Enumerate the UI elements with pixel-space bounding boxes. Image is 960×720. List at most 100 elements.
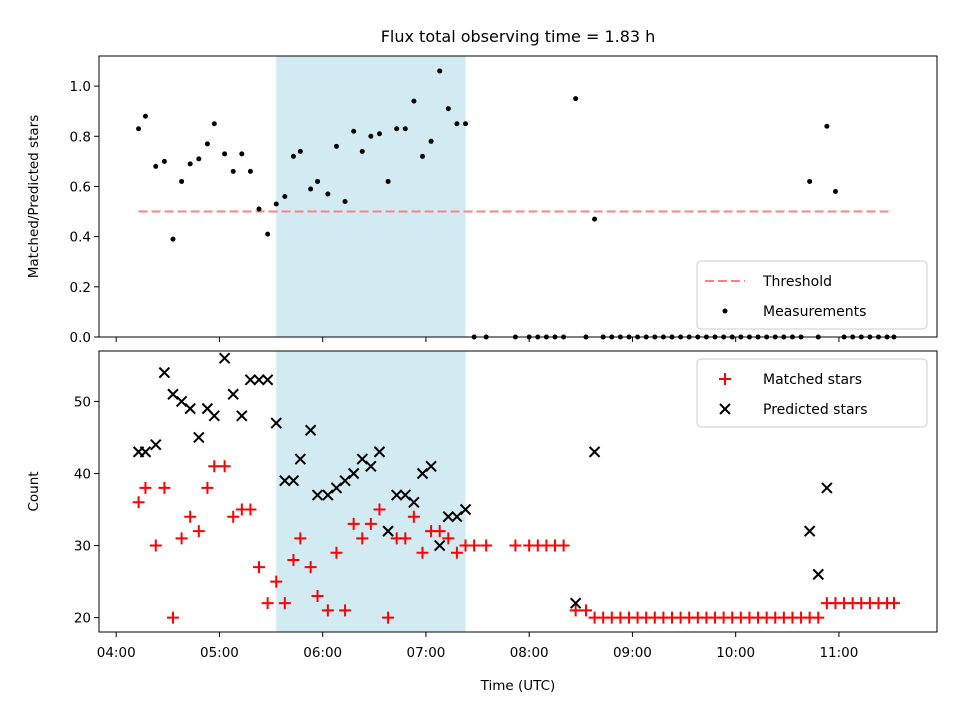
measurement-point (368, 133, 374, 139)
matched-star-point (480, 539, 493, 552)
measurement-point (196, 156, 202, 162)
predicted-star-point (803, 525, 816, 537)
measurement-point (385, 178, 391, 184)
measurement-point (187, 161, 193, 167)
measurement-point (136, 126, 142, 132)
matched-star-point (330, 546, 343, 559)
measurement-point (359, 148, 365, 154)
matched-star-point (557, 539, 570, 552)
x-axis-label: Time (UTC) (480, 678, 556, 694)
predicted-star-point (139, 446, 152, 458)
matched-star-point (382, 611, 395, 624)
y-tick-label: 40 (74, 466, 91, 482)
measurement-point (239, 151, 245, 157)
x-tick-label: 08:00 (510, 645, 549, 661)
x-tick-label: 09:00 (613, 645, 652, 661)
legend-label: Matched stars (763, 372, 862, 388)
predicted-star-point (208, 410, 220, 422)
matched-star-point (579, 604, 592, 617)
matched-star-point (244, 503, 257, 516)
y-tick-label: 1.0 (70, 79, 91, 95)
measurement-point (411, 98, 417, 104)
matched-star-point (887, 597, 900, 610)
matched-star-point (158, 481, 171, 494)
predicted-star-point (218, 352, 231, 364)
predicted-star-point (279, 474, 291, 487)
y-tick-label: 0.6 (70, 179, 91, 195)
predicted-star-point (442, 511, 455, 523)
measurement-point (204, 141, 210, 147)
measurement-point (573, 96, 579, 102)
predicted-star-point (425, 460, 437, 472)
measurement-point (402, 126, 408, 132)
chart-title: Flux total observing time = 1.83 h (381, 27, 656, 46)
predicted-star-point (311, 489, 324, 501)
matched-star-point (304, 561, 317, 574)
measurement-point (419, 153, 425, 159)
predicted-star-point (373, 446, 386, 458)
predicted-star-point (812, 568, 824, 581)
predicted-star-point (253, 374, 265, 386)
y-tick-label: 0.0 (70, 330, 91, 346)
predicted-star-point (270, 417, 282, 429)
axes-frame (98, 350, 938, 633)
matched-star-point (261, 597, 274, 610)
matched-star-point (132, 496, 145, 509)
measurement-point (824, 123, 830, 129)
legend-box (696, 260, 928, 330)
measurement-point (325, 191, 331, 197)
matched-star-point (509, 539, 522, 552)
measurement-point (437, 68, 443, 74)
matched-star-point (253, 561, 266, 574)
predicted-star-point (347, 467, 360, 480)
predicted-star-point (382, 525, 394, 537)
matched-star-point (287, 553, 300, 566)
measurement-point (297, 148, 303, 154)
y-axis-label: Count (26, 471, 42, 511)
matched-star-point (321, 604, 334, 617)
matched-star-point (347, 517, 360, 530)
measurement-point (592, 216, 598, 222)
predicted-star-point (365, 460, 377, 472)
measurement-point (142, 113, 148, 119)
predicted-star-point (236, 410, 248, 422)
predicted-star-point (193, 431, 205, 444)
y-tick-label: 30 (74, 539, 91, 555)
measurement-point (161, 158, 167, 164)
predicted-star-point (390, 489, 403, 501)
plot-area: 0.0 0.2 0.4 0.6 0.8 1.0 Matched/Predicted star… (26, 55, 938, 661)
measurement-point (290, 153, 296, 159)
axes-frame (98, 55, 938, 338)
matched-star-point (227, 510, 240, 523)
predicted-star-point (227, 388, 239, 400)
measurement-point (454, 121, 460, 127)
matched-star-point (339, 604, 352, 617)
legend-label: Threshold (762, 274, 832, 290)
matched-star-point (468, 539, 481, 552)
measurement-point (282, 194, 288, 199)
predicted-star-point (294, 453, 307, 465)
matched-star-point (442, 532, 455, 545)
matched-star-point (294, 532, 307, 545)
matched-star-point (450, 546, 463, 559)
measurement-point (153, 163, 159, 169)
measurement-point (342, 199, 348, 205)
measurement-point (247, 168, 253, 174)
legend-box (696, 358, 928, 428)
matched-star-point (569, 604, 582, 617)
predicted-star-point (150, 438, 162, 451)
measurement-point (308, 186, 314, 192)
matched-star-point (184, 510, 197, 523)
matched-star-point (175, 532, 188, 545)
predicted-star-point (261, 374, 274, 386)
measurement-point (230, 168, 236, 174)
x-tick-label: 07:00 (406, 645, 445, 661)
measurement-point (211, 121, 217, 127)
legend: Threshold Measurements (696, 260, 928, 330)
predicted-star-point (569, 597, 582, 609)
matched-star-point (812, 611, 825, 624)
measurement-point (428, 138, 434, 144)
measurement-point (463, 121, 469, 127)
shaded-interval (276, 56, 466, 337)
